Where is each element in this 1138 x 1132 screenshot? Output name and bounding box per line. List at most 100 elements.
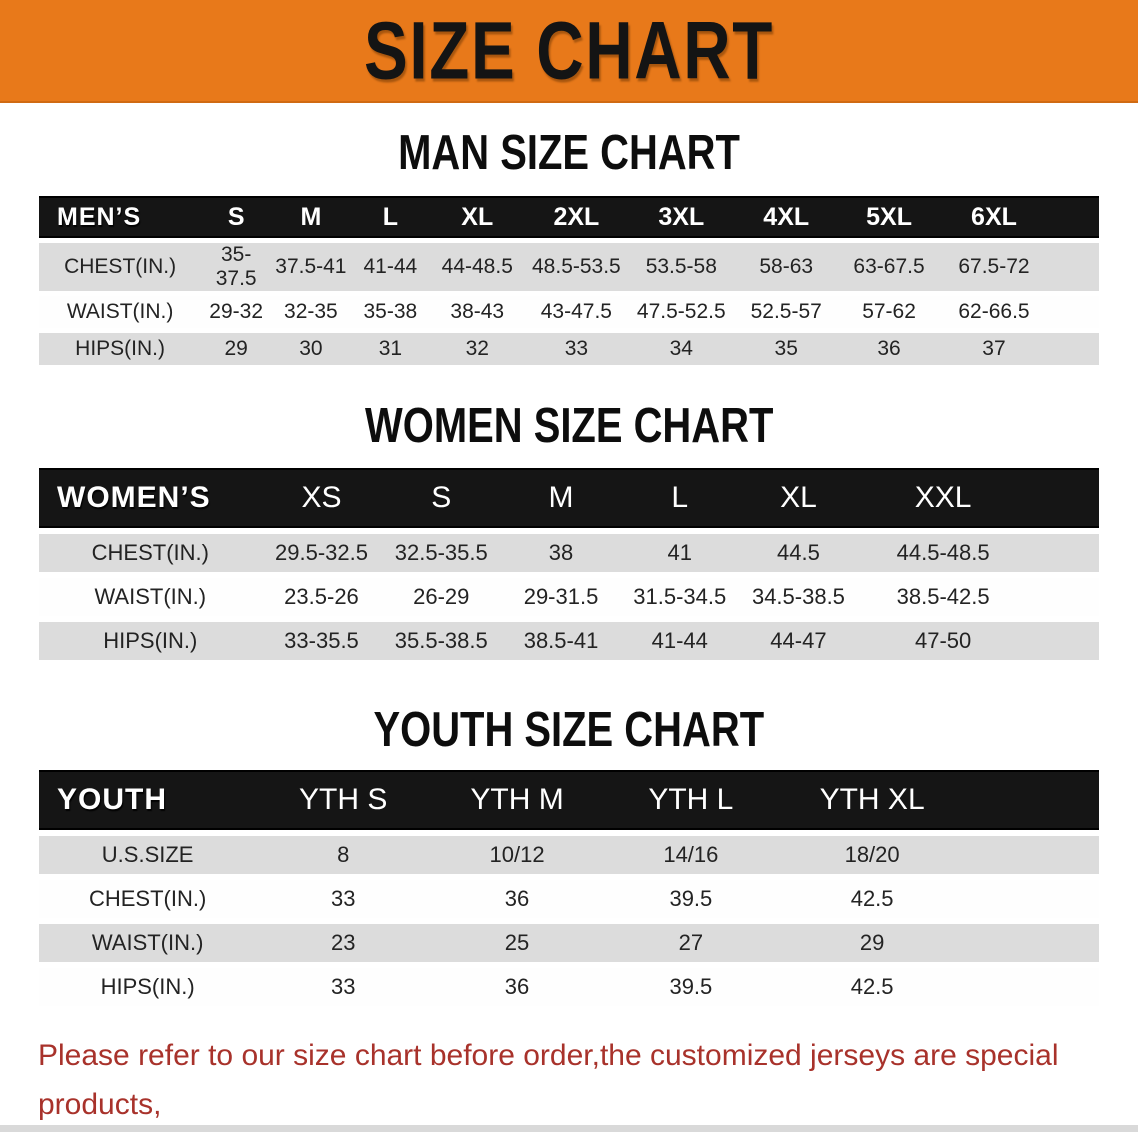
measurement-value: 38-43 (430, 296, 525, 328)
filler-cell (966, 880, 1099, 918)
measurement-value: 29 (201, 333, 272, 365)
measurement-value: 33 (256, 880, 431, 918)
size-header-cell: 5XL (838, 196, 940, 238)
measurement-value: 57-62 (838, 296, 940, 328)
measurement-label: U.S.SIZE (39, 836, 257, 874)
measurement-value: 34.5-38.5 (738, 578, 859, 616)
measurement-value: 25 (430, 924, 604, 962)
filler-cell (1027, 578, 1099, 616)
measurement-value: 31.5-34.5 (620, 578, 739, 616)
filler-cell (1048, 196, 1099, 238)
measurement-label: HIPS(IN.) (39, 968, 257, 1006)
bottom-edge-strip (0, 1125, 1138, 1132)
measurement-value: 30 (271, 333, 351, 365)
filler-cell (1048, 296, 1099, 328)
measurement-value: 35-37.5 (201, 243, 272, 291)
women-size-chart-heading: WOMEN SIZE CHART (364, 396, 774, 453)
measurement-value: 48.5-53.5 (524, 243, 629, 291)
size-header-cell: YTH XL (777, 770, 967, 830)
disclaimer-line-1: Please refer to our size chart before or… (38, 1039, 1059, 1121)
men-header-row: MEN’S S M L XL 2XL 3XL 4XL 5XL 6XL (39, 196, 1099, 238)
measurement-value: 38.5-42.5 (858, 578, 1028, 616)
youth-size-chart-heading: YOUTH SIZE CHART (373, 700, 765, 757)
youth-waist-row: WAIST(IN.) 23 25 27 29 (39, 924, 1099, 962)
measurement-value: 35 (734, 333, 839, 365)
filler-cell (1027, 622, 1099, 660)
measurement-value: 36 (430, 880, 604, 918)
youth-table-label: YOUTH (39, 770, 257, 830)
women-header-row: WOMEN’S XS S M L XL XXL (39, 468, 1099, 528)
men-hips-row: HIPS(IN.) 29 30 31 32 33 34 35 36 37 (39, 333, 1099, 365)
measurement-label: WAIST(IN.) (39, 296, 202, 328)
men-waist-row: WAIST(IN.) 29-32 32-35 35-38 38-43 43-47… (39, 296, 1099, 328)
order-disclaimer: Please refer to our size chart before or… (0, 1032, 1138, 1132)
measurement-value: 39.5 (603, 880, 778, 918)
measurement-label: CHEST(IN.) (39, 880, 257, 918)
size-header-cell: S (201, 196, 272, 238)
measurement-value: 41-44 (350, 243, 431, 291)
youth-chest-row: CHEST(IN.) 33 36 39.5 42.5 (39, 880, 1099, 918)
measurement-value: 26-29 (381, 578, 502, 616)
men-size-table: MEN’S S M L XL 2XL 3XL 4XL 5XL 6XL CHEST… (39, 191, 1099, 370)
size-header-cell: 3XL (628, 196, 735, 238)
measurement-value: 38.5-41 (501, 622, 621, 660)
measurement-value: 41-44 (620, 622, 739, 660)
size-header-cell: L (350, 196, 431, 238)
size-header-cell: 2XL (524, 196, 629, 238)
measurement-label: HIPS(IN.) (39, 333, 202, 365)
measurement-value: 36 (430, 968, 604, 1006)
size-header-cell: XL (430, 196, 525, 238)
filler-cell (966, 770, 1099, 830)
filler-cell (966, 836, 1099, 874)
filler-cell (1027, 468, 1099, 528)
measurement-value: 43-47.5 (524, 296, 629, 328)
youth-ussize-row: U.S.SIZE 8 10/12 14/16 18/20 (39, 836, 1099, 874)
size-header-cell: YTH S (256, 770, 431, 830)
filler-cell (966, 924, 1099, 962)
measurement-value: 38 (501, 534, 621, 572)
measurement-label: CHEST(IN.) (39, 534, 262, 572)
measurement-value: 29.5-32.5 (261, 534, 382, 572)
man-size-chart-heading: MAN SIZE CHART (398, 123, 740, 180)
youth-hips-row: HIPS(IN.) 33 36 39.5 42.5 (39, 968, 1099, 1006)
filler-cell (1027, 534, 1099, 572)
measurement-value: 47.5-52.5 (628, 296, 735, 328)
measurement-value: 33 (256, 968, 431, 1006)
women-hips-row: HIPS(IN.) 33-35.5 35.5-38.5 38.5-41 41-4… (39, 622, 1099, 660)
women-waist-row: WAIST(IN.) 23.5-26 26-29 29-31.5 31.5-34… (39, 578, 1099, 616)
measurement-value: 36 (838, 333, 940, 365)
measurement-value: 53.5-58 (628, 243, 735, 291)
youth-section-heading-wrap: YOUTH SIZE CHART (0, 700, 1138, 757)
measurement-value: 14/16 (603, 836, 778, 874)
measurement-value: 18/20 (777, 836, 967, 874)
size-header-cell: M (271, 196, 351, 238)
measurement-value: 29 (777, 924, 967, 962)
measurement-value: 10/12 (430, 836, 604, 874)
size-header-cell: XS (261, 468, 382, 528)
measurement-value: 47-50 (858, 622, 1028, 660)
youth-header-row: YOUTH YTH S YTH M YTH L YTH XL (39, 770, 1099, 830)
measurement-value: 8 (256, 836, 431, 874)
measurement-value: 52.5-57 (734, 296, 839, 328)
measurement-label: WAIST(IN.) (39, 924, 257, 962)
size-header-cell: L (620, 468, 739, 528)
measurement-value: 37.5-41 (271, 243, 351, 291)
measurement-value: 39.5 (603, 968, 778, 1006)
size-header-cell: M (501, 468, 621, 528)
measurement-value: 23 (256, 924, 431, 962)
measurement-label: WAIST(IN.) (39, 578, 262, 616)
women-table-label: WOMEN’S (39, 468, 262, 528)
measurement-value: 27 (603, 924, 778, 962)
measurement-value: 34 (628, 333, 735, 365)
men-table-label: MEN’S (39, 196, 202, 238)
measurement-value: 31 (350, 333, 431, 365)
measurement-value: 42.5 (777, 968, 967, 1006)
man-section-heading-wrap: MAN SIZE CHART (0, 123, 1138, 180)
women-section-heading-wrap: WOMEN SIZE CHART (0, 396, 1138, 453)
size-header-cell: XL (738, 468, 859, 528)
filler-cell (966, 968, 1099, 1006)
measurement-value: 44.5 (738, 534, 859, 572)
measurement-value: 37 (939, 333, 1049, 365)
measurement-value: 29-31.5 (501, 578, 621, 616)
